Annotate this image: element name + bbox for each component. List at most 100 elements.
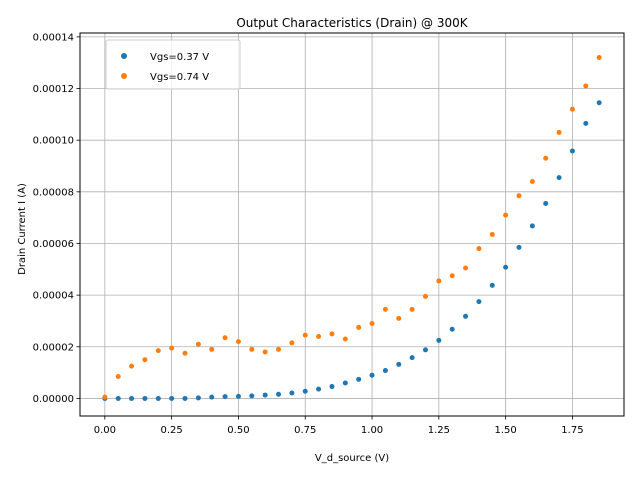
data-point-series-2 — [529, 179, 535, 184]
data-point-series-2 — [262, 349, 268, 355]
data-point-series-2 — [449, 273, 455, 279]
data-point-series-2 — [222, 335, 228, 341]
data-point-series-1 — [503, 264, 509, 270]
legend-marker-series-1 — [121, 53, 127, 59]
data-point-series-1 — [142, 395, 148, 401]
x-tick-label: 1.25 — [428, 425, 450, 436]
data-point-series-2 — [289, 340, 295, 346]
x-tick-label: 0.00 — [94, 425, 116, 436]
y-tick-label: 0.00010 — [33, 136, 74, 147]
data-point-series-1 — [302, 388, 308, 394]
data-point-series-1 — [556, 175, 562, 181]
data-point-series-1 — [382, 368, 388, 374]
plot-frame — [79, 32, 625, 417]
legend: Vgs=0.37 V Vgs=0.74 V — [105, 39, 241, 90]
data-point-series-1 — [169, 395, 175, 401]
data-point-series-1 — [436, 337, 442, 343]
x-tick-label: 0.50 — [227, 425, 249, 436]
data-point-series-2 — [422, 293, 428, 299]
data-point-series-2 — [356, 324, 362, 330]
x-axis-label: V_d_source (V) — [315, 453, 389, 464]
data-point-series-2 — [556, 129, 562, 135]
data-point-series-1 — [115, 395, 121, 401]
data-point-series-2 — [129, 363, 135, 369]
data-point-series-1 — [529, 223, 535, 229]
data-point-series-2 — [142, 357, 148, 363]
data-point-series-2 — [155, 348, 161, 354]
data-point-series-2 — [102, 394, 108, 400]
y-tick-label: 0.00014 — [33, 32, 74, 43]
y-tick-label: 0.00006 — [33, 239, 74, 250]
x-tick-label: 1.75 — [561, 425, 583, 436]
data-point-series-1 — [249, 393, 255, 399]
data-point-series-1 — [569, 148, 575, 154]
data-point-series-1 — [155, 395, 161, 401]
legend-label-series-1: Vgs=0.37 V — [150, 52, 209, 63]
data-point-series-1 — [476, 299, 482, 305]
data-point-series-1 — [329, 384, 335, 390]
y-tick-label: 0.00012 — [33, 84, 74, 95]
data-point-series-2 — [182, 350, 188, 356]
data-point-series-2 — [463, 265, 469, 271]
data-point-series-2 — [115, 373, 121, 379]
data-point-series-1 — [209, 394, 215, 400]
data-point-series-2 — [382, 306, 388, 312]
data-point-series-1 — [516, 244, 522, 250]
x-tick-label: 1.00 — [361, 425, 383, 436]
y-tick-label: 0.00008 — [33, 187, 74, 198]
data-point-series-1 — [195, 395, 201, 401]
data-point-series-1 — [276, 391, 282, 397]
x-tick-label: 0.25 — [161, 425, 183, 436]
data-point-series-1 — [422, 347, 428, 353]
data-points — [102, 55, 602, 401]
data-point-series-1 — [449, 326, 455, 332]
data-point-series-1 — [182, 395, 188, 401]
data-point-series-2 — [489, 231, 495, 237]
data-point-series-2 — [195, 341, 201, 347]
data-point-series-2 — [342, 336, 348, 342]
data-point-series-1 — [356, 376, 362, 382]
data-point-series-1 — [463, 313, 469, 319]
data-point-series-2 — [396, 315, 402, 321]
data-point-series-2 — [276, 346, 282, 352]
data-point-series-1 — [342, 380, 348, 386]
data-point-series-2 — [476, 246, 482, 252]
data-point-series-1 — [235, 393, 241, 399]
y-tick-label: 0.00000 — [33, 394, 74, 405]
data-point-series-2 — [569, 106, 575, 112]
y-tick-label: 0.00002 — [33, 342, 74, 353]
y-tick-label: 0.00004 — [33, 291, 74, 302]
data-point-series-1 — [543, 200, 549, 206]
data-point-series-2 — [369, 321, 375, 327]
legend-label-series-2: Vgs=0.74 V — [150, 72, 209, 83]
data-point-series-2 — [516, 193, 522, 199]
legend-box — [105, 39, 241, 90]
x-tick-label: 1.50 — [495, 425, 517, 436]
data-point-series-2 — [235, 339, 241, 345]
x-tick-label: 0.75 — [294, 425, 316, 436]
data-point-series-2 — [583, 83, 589, 89]
data-point-series-2 — [209, 346, 215, 352]
data-point-series-2 — [316, 333, 322, 339]
data-point-series-1 — [596, 100, 602, 106]
data-point-series-2 — [503, 212, 509, 218]
data-point-series-1 — [289, 390, 295, 396]
data-point-series-1 — [489, 282, 495, 288]
data-point-series-1 — [409, 355, 415, 361]
data-point-series-1 — [316, 386, 322, 392]
data-point-series-2 — [169, 345, 175, 351]
y-axis-label: Drain Current I (A) — [17, 183, 28, 275]
data-point-series-2 — [329, 331, 335, 337]
chart-title: Output Characteristics (Drain) @ 300K — [236, 16, 468, 30]
data-point-series-1 — [396, 361, 402, 367]
data-point-series-1 — [129, 395, 135, 401]
data-point-series-2 — [302, 332, 308, 338]
legend-marker-series-2 — [121, 73, 127, 79]
data-point-series-1 — [262, 392, 268, 398]
data-point-series-1 — [583, 120, 589, 126]
data-point-series-2 — [436, 278, 442, 284]
grid — [80, 33, 624, 416]
